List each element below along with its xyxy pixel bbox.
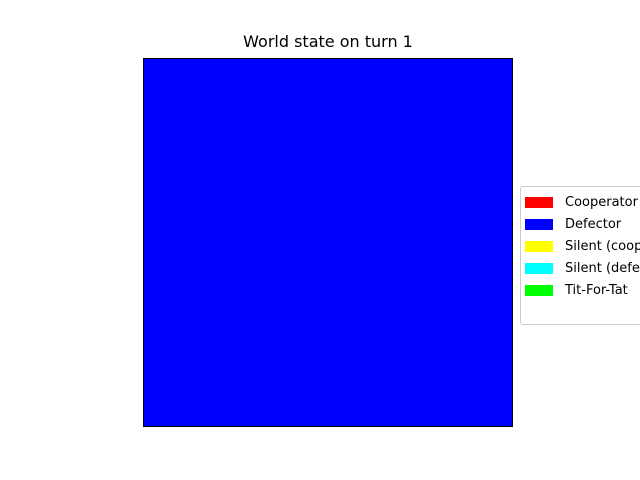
legend-item: Defector [525,214,640,235]
legend-label: Cooperator [565,195,638,210]
legend-label: Tit-For-Tat [565,283,628,298]
legend-swatch [525,285,553,296]
chart-title: World state on turn 1 [243,32,413,51]
legend-swatch [525,219,553,230]
legend-item: Tit-For-Tat [525,280,640,301]
legend-item: Silent (defector) [525,258,640,279]
plot-area [143,58,513,427]
legend: Cooperator Defector Silent (cooperator) Sil… [520,186,640,325]
legend-item: Cooperator [525,192,640,213]
legend-label: Silent (cooperator) [565,239,640,254]
legend-label: Silent (defector) [565,261,640,276]
legend-item: Silent (cooperator) [525,236,640,257]
heatmap-cell [144,59,512,426]
legend-label: Defector [565,217,622,232]
legend-swatch [525,263,553,274]
legend-swatch [525,241,553,252]
legend-swatch [525,197,553,208]
